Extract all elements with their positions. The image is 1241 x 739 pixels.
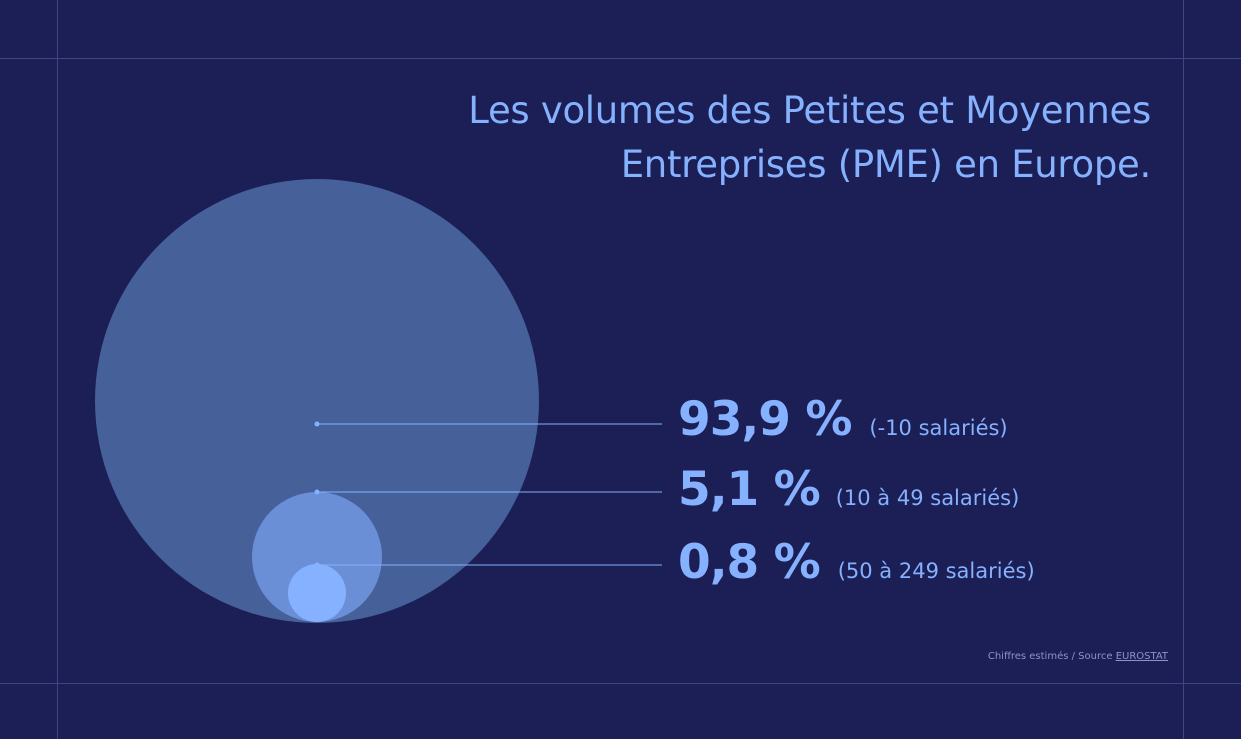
guide-line-right (1183, 0, 1184, 739)
bubble-medium (252, 492, 382, 622)
category-label-1: (-10 salariés) (869, 416, 1008, 440)
guide-line-top (0, 58, 1241, 59)
category-label-2: (10 à 49 salariés) (835, 486, 1020, 510)
value-label-1: 93,9 % (678, 392, 852, 447)
title-line-2: Entreprises (PME) en Europe. (620, 143, 1152, 186)
chart-title: Les volumes des Petites et Moyennes Entr… (391, 84, 1151, 192)
leader-dot-1 (314, 421, 320, 427)
data-label-row-3: 0,8 % (50 à 249 salariés) (678, 535, 1035, 595)
value-label-3: 0,8 % (678, 535, 821, 590)
leader-dot-2 (314, 489, 320, 495)
guide-line-left (57, 0, 58, 739)
bubble-small (288, 564, 346, 622)
source-link[interactable]: EUROSTAT (1115, 651, 1168, 662)
leader-dot-3 (314, 562, 320, 568)
guide-line-bottom (0, 683, 1241, 684)
value-label-2: 5,1 % (678, 462, 821, 517)
source-note: Chiffres estimés / Source EUROSTAT (988, 651, 1168, 662)
category-label-3: (50 à 249 salariés) (837, 559, 1035, 583)
title-line-1: Les volumes des Petites et Moyennes (468, 89, 1151, 132)
data-label-row-2: 5,1 % (10 à 49 salariés) (678, 462, 1019, 522)
data-label-row-1: 93,9 % (-10 salariés) (678, 392, 1008, 452)
bubble-large (95, 179, 539, 623)
source-text: Chiffres estimés / Source (987, 651, 1116, 662)
